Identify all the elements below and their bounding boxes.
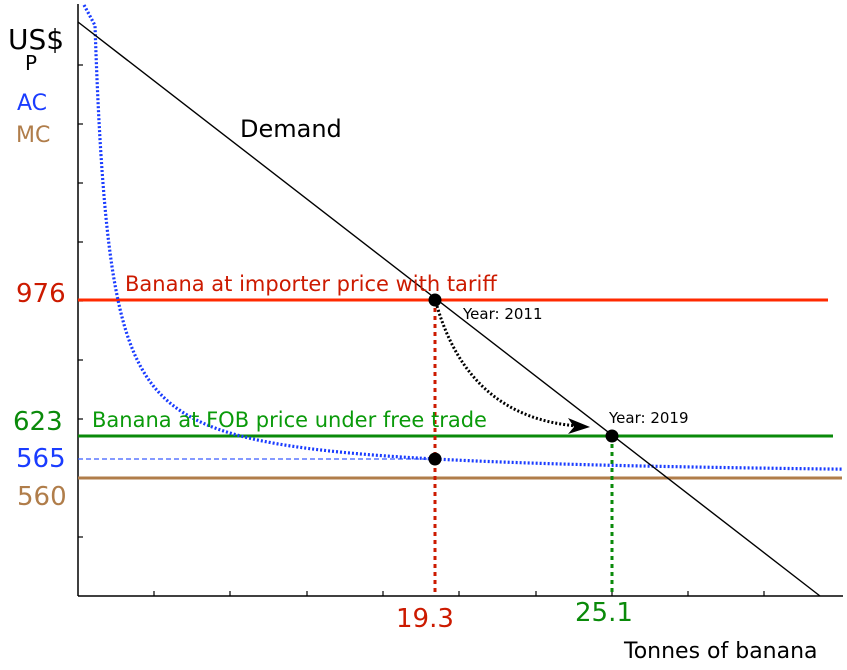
qty-25-1-label: 25.1 <box>575 598 633 628</box>
x-axis-label: Tonnes of banana <box>623 639 818 664</box>
ac-curve <box>82 4 843 471</box>
y-var-label: P <box>25 51 37 75</box>
tariff-line-label: Banana at importer price with tariff <box>125 272 497 296</box>
free-trade-line-label: Banana at FOB price under free trade <box>92 408 487 432</box>
price-623-label: 623 <box>13 407 63 437</box>
y-unit-label: US$ <box>8 23 64 56</box>
year-2019-label: Year: 2019 <box>608 409 689 427</box>
price-560-label: 560 <box>17 482 67 512</box>
point-ac-19-3 <box>428 452 442 466</box>
mc-legend-label: MC <box>16 123 50 148</box>
year-2011-label: Year: 2011 <box>462 305 543 323</box>
qty-19-3-label: 19.3 <box>396 604 454 634</box>
price-976-label: 976 <box>16 279 66 309</box>
point-2019 <box>605 429 619 443</box>
price-565-label: 565 <box>16 444 66 474</box>
shift-arrow <box>435 305 579 428</box>
arrow-head-icon <box>568 418 590 434</box>
demand-line <box>77 21 821 597</box>
demand-label: Demand <box>240 115 342 143</box>
ac-legend-label: AC <box>17 91 47 116</box>
point-2011 <box>428 293 442 307</box>
x-ticks <box>153 591 765 596</box>
